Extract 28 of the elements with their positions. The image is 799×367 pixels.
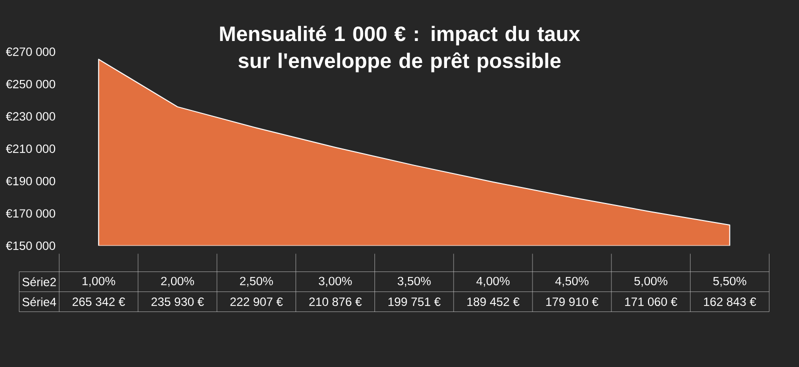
data-label: 222 907 € <box>230 298 283 306</box>
x-tick-label: 3,50% <box>398 276 431 287</box>
text: Série4 <box>22 297 56 306</box>
data-label: 199 751 € <box>388 298 441 306</box>
x-tick-label: 4,00% <box>476 276 510 287</box>
y-tick-label: €190 000 <box>6 176 56 186</box>
data-label: 189 452 € <box>467 298 520 306</box>
x-tick-label: 5,50% <box>713 276 746 287</box>
data-label: 235 930 € <box>152 298 204 306</box>
y-tick-label: €230 000 <box>6 112 56 121</box>
x-tick-label: 2,50% <box>240 276 273 287</box>
x-tick-label: 5,00% <box>634 276 668 287</box>
x-axis-title: Série2 <box>22 277 56 286</box>
y-tick-label: €250 000 <box>6 80 56 88</box>
y-tick-label: €170 000 <box>6 209 56 218</box>
data-label: 210 876 € <box>309 298 362 306</box>
x-tick-label: 4,50% <box>555 276 588 287</box>
y-tick-label: €210 000 <box>6 144 56 153</box>
x-tick-label: 3,00% <box>318 276 352 287</box>
y-tick-label: €270 000 <box>6 48 56 56</box>
data-label: 265 342 € <box>72 298 126 306</box>
x-tick-label: 2,00% <box>161 276 194 287</box>
chart-title: Mensualité 1 000 € : impact du taux sur l'enveloppe de prêt possible <box>220 26 580 72</box>
data-label: 179 910 € <box>546 298 598 306</box>
data-label: 162 843 € <box>704 298 756 306</box>
y-tick-label: €150 000 <box>6 242 56 250</box>
x-tick-label: 1,00% <box>82 276 116 287</box>
data-label: 171 060 € <box>625 298 678 306</box>
